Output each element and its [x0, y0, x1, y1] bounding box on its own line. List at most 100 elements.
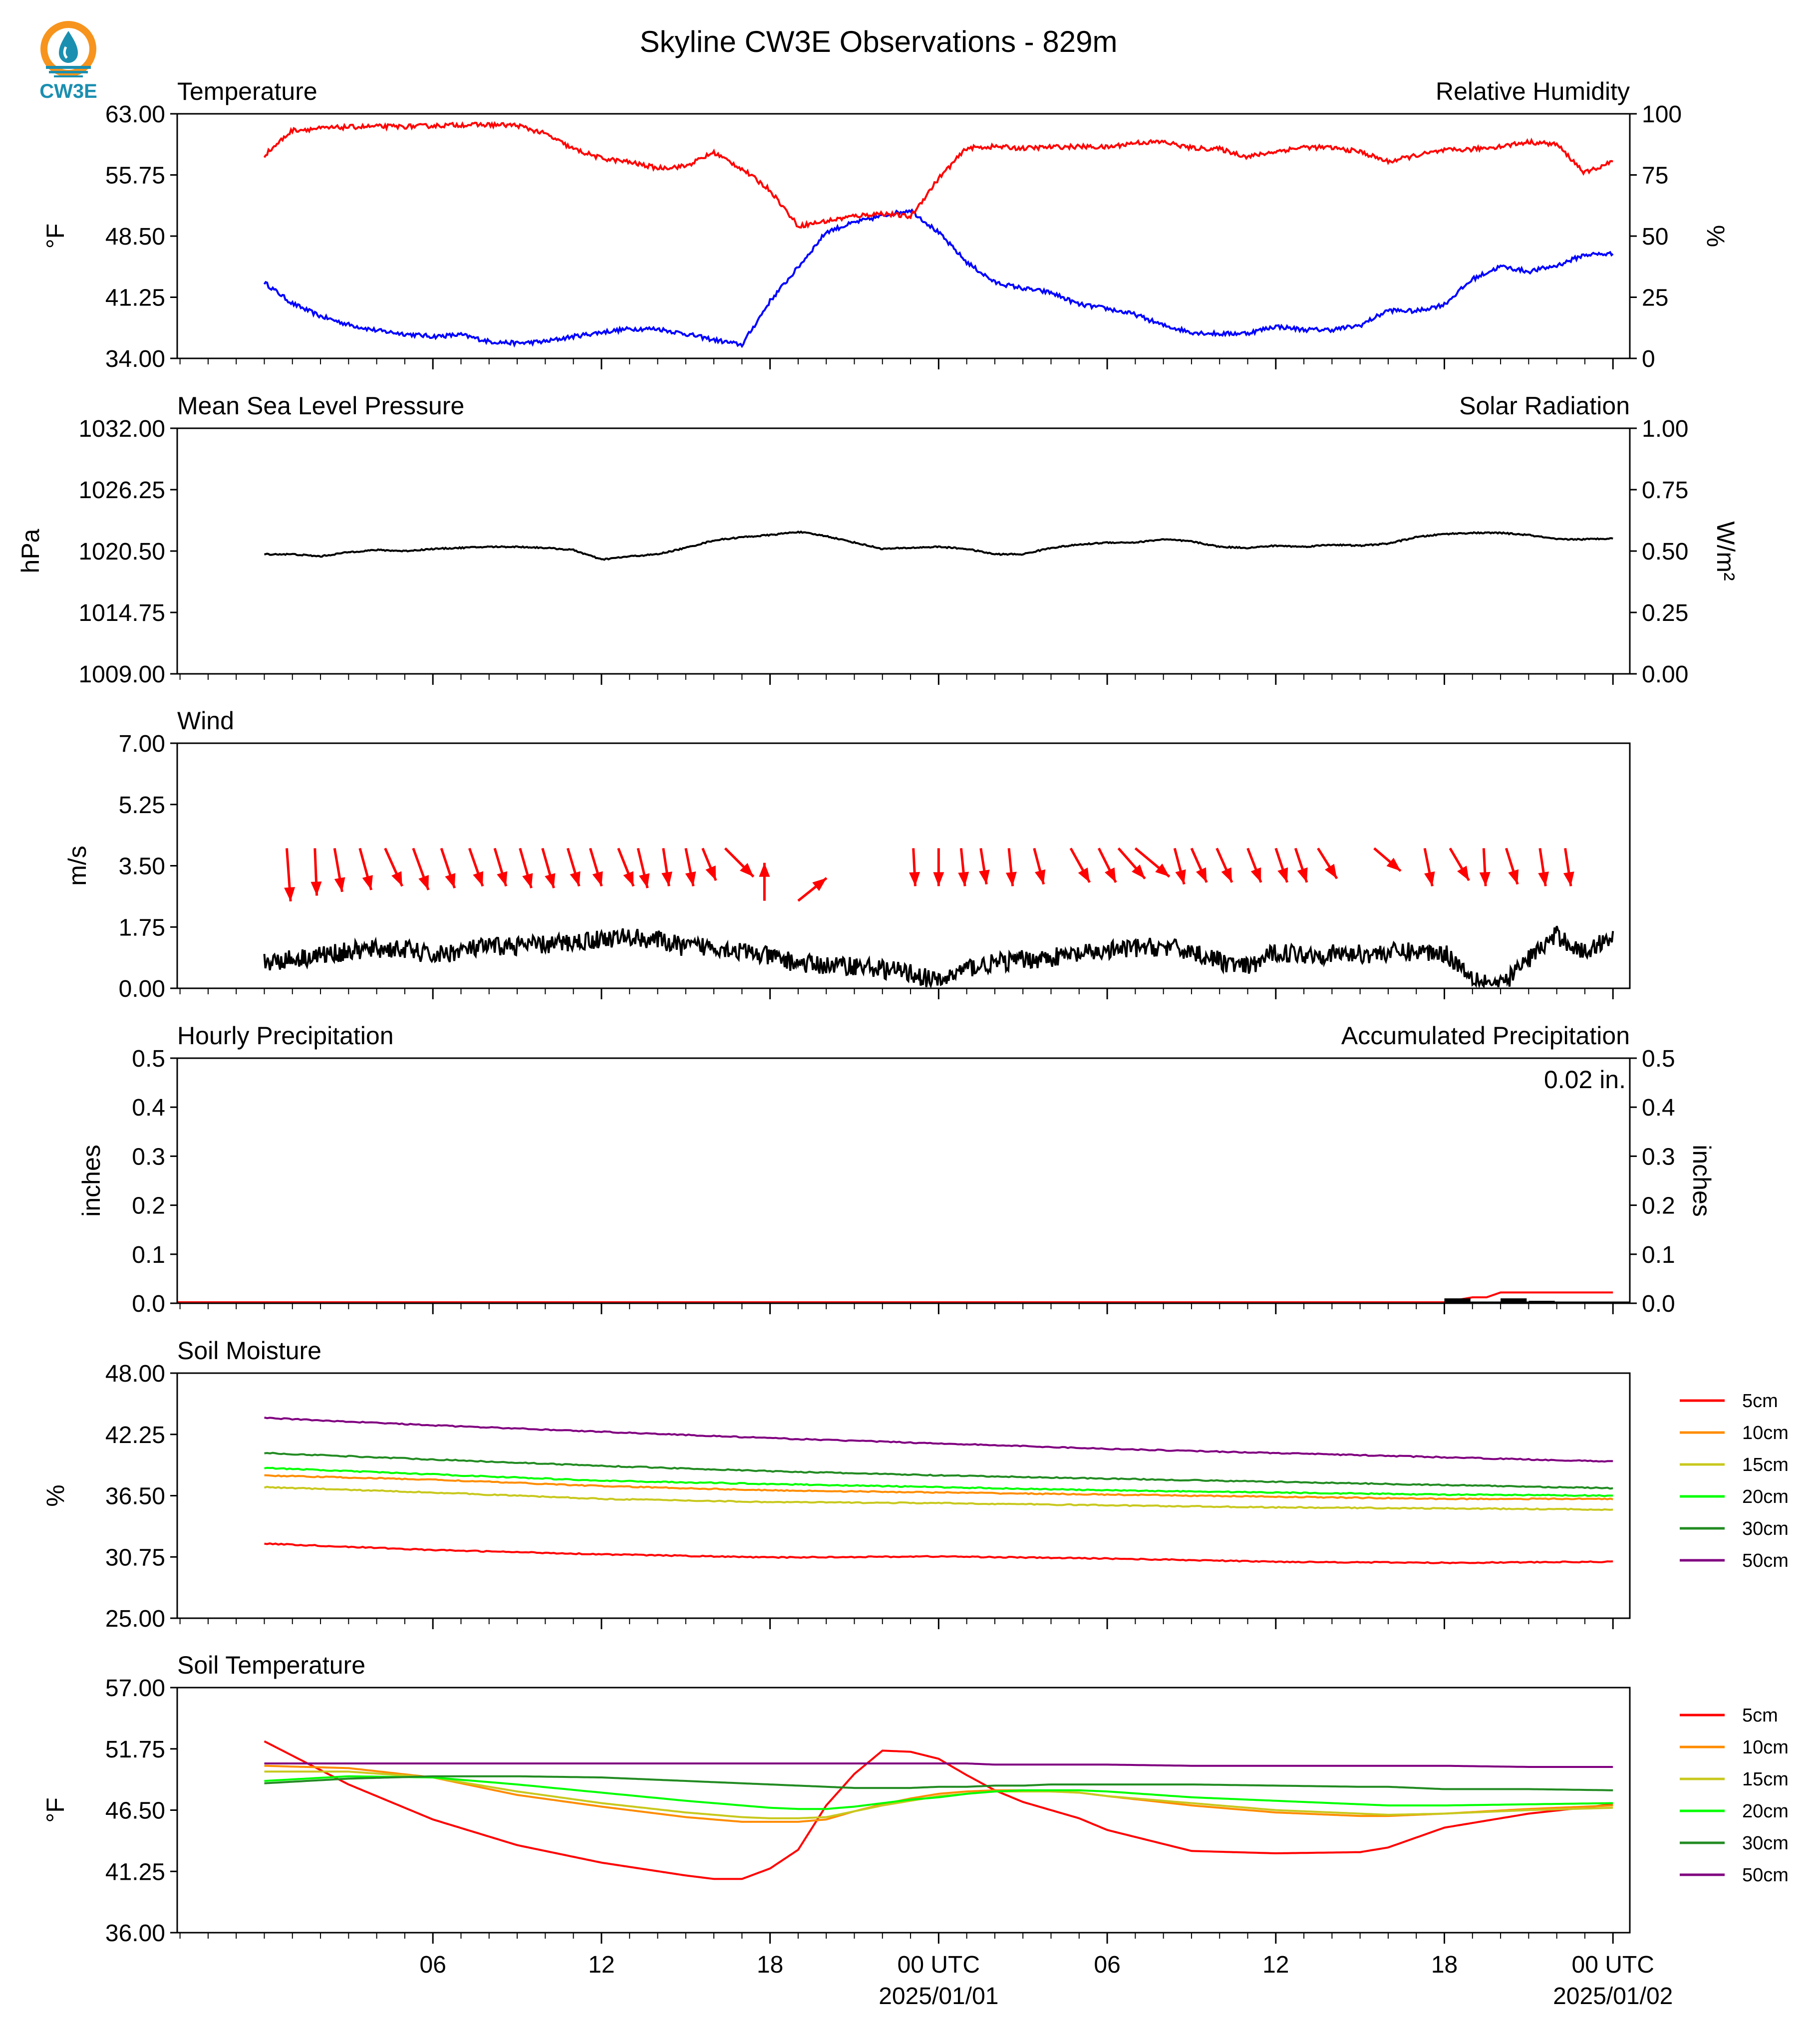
- y-tick-right-label: 50: [1642, 224, 1668, 250]
- wind-arrow: [933, 848, 944, 886]
- wind-arrow: [661, 848, 672, 886]
- y-tick-label: 36.00: [105, 1920, 165, 1947]
- panel-wind: Wind 7.00 5.25 3.50 1.75 0.00 m/s: [63, 707, 1631, 1002]
- panel-title-left: Mean Sea Level Pressure: [177, 392, 464, 420]
- wind-arrow: [1117, 847, 1146, 879]
- wind-arrow: [1449, 848, 1470, 881]
- legend-label: 10cm: [1742, 1423, 1789, 1444]
- panel-pressure: Mean Sea Level Pressure Solar Radiation 10…: [16, 392, 1740, 688]
- wind-arrow-head: [522, 873, 533, 888]
- plot-frame: [176, 1057, 1631, 1304]
- series-10cm: [264, 1474, 1613, 1501]
- y-axis-label: hPa: [16, 529, 44, 573]
- wind-arrow: [684, 848, 696, 886]
- series-10cm: [264, 1764, 1613, 1823]
- wind-arrow: [468, 848, 484, 887]
- legend-label: 15cm: [1742, 1769, 1789, 1790]
- y-tick-label: 5.25: [119, 792, 165, 819]
- wind-arrow: [978, 848, 990, 885]
- panel-title-left: Soil Moisture: [177, 1337, 321, 1365]
- plot-frame: [176, 742, 1631, 989]
- y-tick-label: 41.25: [105, 285, 165, 311]
- y-tick-label: 0.00: [119, 976, 165, 1002]
- plot-frame: [176, 427, 1631, 675]
- plot-area-wind: [263, 847, 1614, 988]
- y-tick-label: 46.50: [105, 1798, 165, 1824]
- wind-arrow: [1033, 848, 1046, 885]
- wind-arrow-head: [705, 865, 716, 881]
- wind-arrow-head: [418, 874, 429, 890]
- wind-arrow-head: [1563, 871, 1574, 886]
- wind-arrow: [636, 848, 650, 888]
- panel-title-left: Hourly Precipitation: [177, 1022, 394, 1050]
- wind-arrow-head: [1078, 868, 1090, 882]
- wind-arrow-head: [1005, 871, 1017, 886]
- hourly-precip-bar: [1444, 1298, 1471, 1303]
- plot-frame: [176, 113, 1631, 359]
- wind-arrow-head: [1297, 867, 1308, 882]
- wind-arrow-head: [909, 871, 920, 886]
- wind-arrow: [541, 848, 556, 888]
- wind-arrow-head: [759, 863, 770, 877]
- x-date-label: 2025/01/02: [1553, 1983, 1673, 2010]
- wind-arrow: [1173, 848, 1186, 885]
- wind-arrow-head: [958, 871, 969, 886]
- wind-arrow-head: [1424, 871, 1435, 886]
- cw3e-logo: CW3E: [31, 18, 106, 103]
- wind-arrow: [1538, 848, 1549, 886]
- wind-arrow: [358, 848, 373, 890]
- wind-arrow-head: [1250, 867, 1261, 882]
- wind-arrow: [384, 848, 403, 887]
- wind-arrow: [759, 863, 770, 901]
- legend-label: 30cm: [1742, 1518, 1789, 1539]
- x-tick-label: 12: [588, 1952, 614, 1978]
- y-axis-label: inches: [77, 1145, 105, 1217]
- y-tick-label: 0.2: [132, 1193, 165, 1219]
- y-tick-right-label: 100: [1642, 101, 1682, 128]
- wind-arrow-head: [1105, 867, 1116, 882]
- wind-arrow: [1479, 848, 1491, 886]
- y-tick-label: 51.75: [105, 1737, 165, 1763]
- panel-precip: Hourly Precipitation Accumulated Precipit…: [77, 1022, 1716, 1317]
- wind-arrow-head: [362, 875, 373, 890]
- wind-arrow-head: [1457, 866, 1469, 881]
- legend-label: 15cm: [1742, 1454, 1789, 1475]
- hourly-precip-bar: [1528, 1301, 1555, 1303]
- wind-arrow: [1423, 848, 1435, 886]
- wind-arrow-head: [740, 863, 754, 877]
- wind-arrow: [1246, 848, 1262, 883]
- y-tick-label: 1014.75: [78, 600, 165, 626]
- wind-arrow-head: [445, 873, 456, 888]
- y-tick-right-label: 75: [1642, 163, 1668, 189]
- series-20cm: [264, 1775, 1613, 1810]
- wind-arrow-head: [310, 881, 322, 896]
- wind-arrow: [1215, 848, 1233, 883]
- legend-label: 10cm: [1742, 1737, 1789, 1758]
- y-tick-label: 0.5: [132, 1046, 165, 1072]
- legend-label: 20cm: [1742, 1801, 1789, 1822]
- legend-label: 5cm: [1742, 1391, 1778, 1412]
- wind-arrow: [589, 848, 603, 887]
- wind-arrow: [909, 848, 920, 886]
- x-tick-label: 18: [757, 1952, 783, 1978]
- y-tick-label: 42.25: [105, 1422, 165, 1449]
- y-tick-right-label: 0.5: [1642, 1046, 1675, 1072]
- wind-arrow: [519, 848, 533, 888]
- y-axis-label-right: W/m²: [1712, 521, 1740, 580]
- wind-arrow-head: [623, 871, 634, 886]
- panel-title-left: Temperature: [177, 77, 317, 105]
- wind-arrow-head: [685, 871, 696, 886]
- plot-area-pressure: [264, 530, 1613, 561]
- wind-arrow: [797, 877, 828, 902]
- y-tick-label: 1009.00: [78, 661, 165, 688]
- wind-arrow: [1097, 848, 1117, 883]
- y-tick-label: 63.00: [105, 101, 165, 128]
- y-tick-label: 1032.00: [78, 416, 165, 442]
- y-tick-label: 34.00: [105, 346, 165, 372]
- y-tick-right-label: 0.2: [1642, 1193, 1675, 1219]
- wind-arrow: [1373, 847, 1402, 872]
- wind-arrow-head: [391, 871, 402, 886]
- y-tick-right-label: 0.25: [1642, 600, 1688, 626]
- wind-arrow-head: [812, 878, 827, 891]
- x-tick-label: 00 UTC: [1572, 1952, 1654, 1978]
